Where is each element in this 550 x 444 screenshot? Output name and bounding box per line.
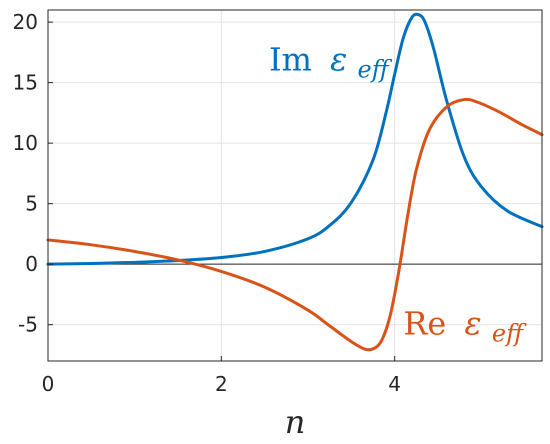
series-group [46,12,544,352]
x-axis-label: n [285,403,306,441]
plot-frame [47,9,543,362]
y-tick-label: 0 [25,252,38,276]
y-tick-label: -5 [18,313,38,337]
series-label-subscript: eff [492,319,527,347]
y-tick-label: 5 [25,192,38,216]
series-label-im-eps-eff: Im ε eff [269,41,393,84]
y-tick-label: 20 [13,10,38,34]
epsilon-symbol: ε [330,41,347,79]
y-tick-label: 15 [13,71,38,95]
epsilon-symbol: ε [465,304,482,342]
x-tick-label: 0 [42,372,55,396]
series-label-prefix: Im [269,41,312,79]
x-tick-label: 2 [215,372,228,396]
series-line-1 [46,97,544,352]
y-tick-label: 10 [13,131,38,155]
x-tick-label: 4 [388,372,401,396]
series-label-re-eps-eff: Re ε eff [403,304,527,347]
series-label-prefix: Re [403,304,446,342]
series-label-subscript: eff [358,56,393,84]
series-line-0 [46,12,544,266]
tick-labels: 0 2 4 -5 0 5 10 15 20 [13,10,401,396]
